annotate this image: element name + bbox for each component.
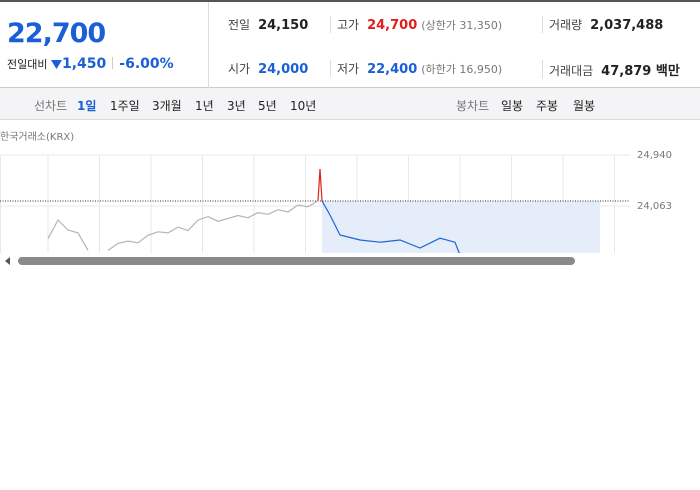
- price-line: [47, 200, 319, 251]
- chart-source: 한국거래소(KRX): [0, 131, 74, 143]
- stat: 거래대금 47,879 백만: [542, 60, 680, 79]
- y-tick-label: 24,940: [637, 150, 672, 161]
- stat-value: 24,150: [258, 18, 309, 33]
- reference-area: [322, 200, 600, 254]
- candle-tab[interactable]: 일봉: [501, 99, 524, 113]
- quote-panel: 22,700 전일대비 1,450 -6.00% 전일 24,150 고가 24,700…: [0, 0, 700, 88]
- period-tab[interactable]: 3개월: [152, 99, 182, 113]
- period-tab[interactable]: 1년: [195, 99, 214, 113]
- stat-value: 24,700: [367, 18, 418, 33]
- stat-value: 22,400: [367, 62, 418, 77]
- change-value: 1,450: [61, 56, 107, 72]
- candle-tab[interactable]: 주봉: [536, 99, 559, 113]
- chart-tabs: 선차트 1일 1주일 3개월 1년 3년 5년 10년 봉차트 일봉 주봉 월봉: [0, 88, 700, 120]
- stat-label: 거래대금: [549, 64, 594, 78]
- period-tab[interactable]: 3년: [227, 99, 246, 113]
- stat-label: 저가: [337, 62, 360, 76]
- stat: 저가 22,400 (하한가 16,950): [330, 60, 502, 77]
- stat-label: 고가: [337, 18, 360, 32]
- stat: 시가 24,000: [228, 60, 308, 77]
- period-tab[interactable]: 5년: [258, 99, 277, 113]
- stat-value: 24,000: [258, 62, 309, 77]
- down-icon: [50, 60, 62, 69]
- y-tick-label: 24,063: [637, 201, 672, 212]
- candle-tab[interactable]: 월봉: [573, 99, 596, 113]
- stat: 고가 24,700 (상한가 31,350): [330, 16, 502, 33]
- stat: 거래량 2,037,488: [542, 16, 663, 33]
- price-line: [317, 168, 323, 201]
- stat-label: 거래량: [549, 18, 583, 32]
- period-tab[interactable]: 1주일: [110, 99, 140, 113]
- stat-note: (하한가 16,950): [421, 63, 503, 76]
- stat-label: 전일: [228, 18, 251, 32]
- scroll-left[interactable]: [5, 257, 10, 265]
- change-label: 전일대비: [7, 58, 48, 71]
- stat-label: 시가: [228, 62, 251, 76]
- stat: 전일 24,150: [228, 16, 308, 33]
- quote-box: 22,700 전일대비 1,450 -6.00%: [0, 2, 209, 88]
- stat-note: (상한가 31,350): [421, 19, 503, 32]
- price-line: [321, 200, 461, 254]
- change: 전일대비 1,450 -6.00%: [7, 56, 174, 72]
- period-tab[interactable]: 1일: [77, 99, 97, 113]
- stat-value: 2,037,488: [590, 18, 664, 33]
- price: 22,700: [7, 18, 106, 49]
- period-tab[interactable]: 10년: [290, 99, 317, 113]
- change-rate: -6.00%: [119, 56, 174, 72]
- tab-group-label: 봉차트: [456, 99, 490, 113]
- scrollbar-thumb[interactable]: [18, 257, 575, 265]
- tab-group-label: 선차트: [34, 99, 68, 113]
- stat-value: 47,879 백만: [601, 64, 680, 79]
